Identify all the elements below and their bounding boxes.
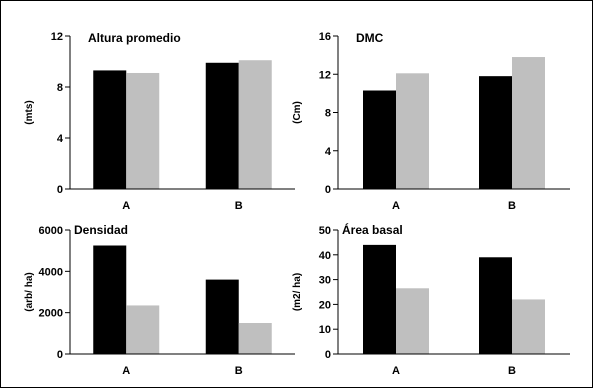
bar-B-series-2: [512, 57, 545, 189]
y-tick-label: 0: [325, 349, 331, 361]
bar-B-series-1: [205, 279, 239, 354]
bar-A-series-2: [396, 73, 429, 189]
bar-A-series-1: [363, 244, 396, 354]
chart-panel-2: A B 0 4 8 12 16 DMC (Cm): [292, 31, 570, 212]
y-tick-label: 12: [51, 31, 63, 43]
bar-A-series-2: [126, 72, 160, 189]
bar-A-series-1: [363, 90, 396, 189]
bar-A-series-2: [126, 305, 160, 354]
y-tick-label: 0: [57, 349, 63, 361]
y-tick-label: 4000: [39, 266, 63, 278]
x-tick-label: A: [392, 200, 400, 212]
x-tick-label: B: [235, 365, 243, 377]
y-tick-label: 40: [319, 250, 331, 262]
x-tick-label: A: [392, 365, 400, 377]
chart-title: Área basal: [342, 222, 403, 237]
y-tick-label: 4: [57, 133, 64, 145]
chart-panel-3: A B 0 2000 4000 6000 Densidad (arb/ ha): [24, 223, 295, 377]
chart-panel-4: A B 0 10 20 30 40 50 Área basal (m2/ ha): [292, 222, 570, 377]
y-tick-label: 20: [319, 299, 331, 311]
y-tick-label: 4: [325, 146, 332, 158]
x-tick-label: A: [122, 200, 130, 212]
y-tick-label: 10: [319, 324, 331, 336]
chart-title: Altura promedio: [88, 31, 181, 45]
y-axis-label: (Cm): [292, 101, 303, 124]
chart-title: DMC: [356, 31, 384, 45]
bar-B-series-1: [205, 62, 239, 189]
bar-B-series-1: [479, 257, 512, 354]
y-tick-label: 12: [319, 69, 331, 81]
chart-title: Densidad: [74, 223, 128, 237]
chart-panel-1: A B 0 4 8 12 Altura promedio (mts): [24, 31, 295, 212]
y-tick-label: 0: [325, 184, 331, 196]
bar-B-series-2: [238, 60, 272, 189]
y-axis-label: (arb/ ha): [24, 272, 35, 311]
bar-A-series-1: [93, 70, 127, 189]
y-tick-label: 6000: [39, 225, 63, 237]
bar-B-series-2: [512, 299, 545, 354]
bar-B-series-1: [479, 76, 512, 189]
y-tick-label: 50: [319, 225, 331, 237]
y-axis-label: (m2/ ha): [292, 273, 303, 311]
x-tick-label: B: [508, 200, 516, 212]
y-tick-label: 8: [57, 82, 63, 94]
y-tick-label: 30: [319, 275, 331, 287]
y-tick-label: 2000: [39, 308, 63, 320]
y-tick-label: 16: [319, 31, 331, 43]
x-tick-label: B: [235, 200, 243, 212]
bar-A-series-1: [93, 245, 127, 354]
x-tick-label: A: [122, 365, 130, 377]
y-tick-label: 8: [325, 108, 331, 120]
bar-B-series-2: [238, 323, 272, 354]
bar-A-series-2: [396, 288, 429, 354]
x-tick-label: B: [508, 365, 516, 377]
y-tick-label: 0: [57, 184, 63, 196]
y-axis-label: (mts): [24, 100, 35, 124]
